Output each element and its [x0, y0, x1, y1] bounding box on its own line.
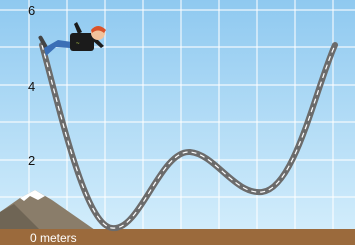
svg-text:~: ~: [76, 41, 80, 47]
height-label: 4: [28, 79, 35, 94]
ground-label: 0 meters: [30, 231, 77, 245]
scene: ~ 6 4 2 0 meters: [0, 0, 355, 245]
height-label: 6: [28, 3, 35, 18]
height-label: 2: [28, 153, 35, 168]
